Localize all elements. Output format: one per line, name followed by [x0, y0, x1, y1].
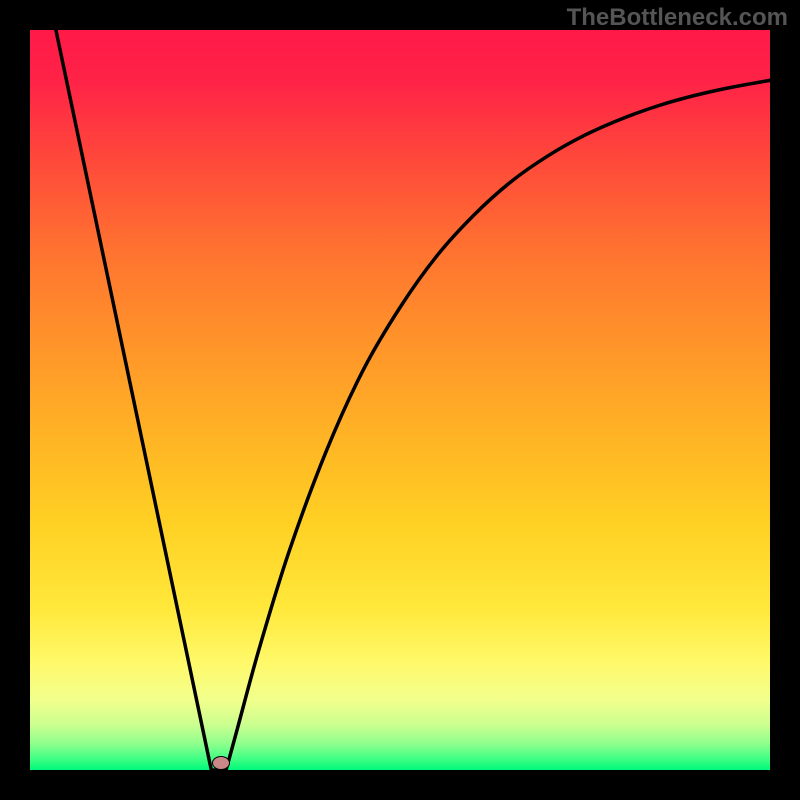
bottleneck-curve: [56, 30, 770, 770]
curve-layer: [30, 30, 770, 770]
plot-area: [30, 30, 770, 770]
vertex-marker: [212, 756, 230, 770]
watermark-text: TheBottleneck.com: [567, 4, 788, 32]
chart-container: TheBottleneck.com: [0, 0, 800, 800]
